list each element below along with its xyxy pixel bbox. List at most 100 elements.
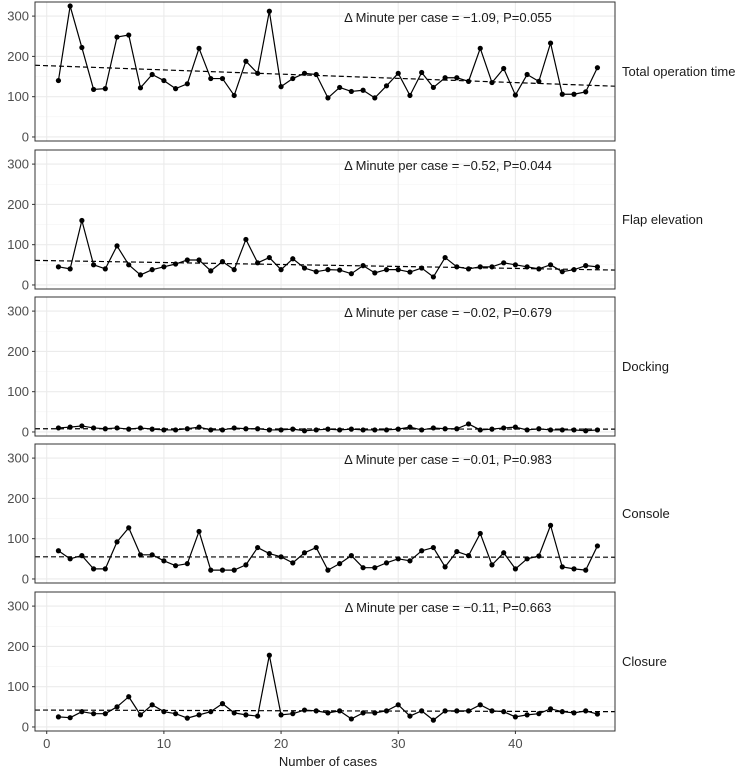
- data-point: [348, 553, 354, 559]
- data-point: [536, 711, 542, 717]
- data-point: [372, 710, 378, 716]
- data-point: [313, 427, 319, 433]
- trend-line: [34, 709, 616, 713]
- panel-annotation: Δ Minute per case = −1.09, P=0.055: [344, 10, 552, 25]
- data-point: [266, 427, 272, 433]
- data-point: [102, 566, 108, 572]
- panel-border: [34, 591, 616, 732]
- x-tick-label: 0: [43, 736, 50, 751]
- data-point: [430, 84, 436, 91]
- panel-strip-label: Console: [622, 506, 670, 521]
- panel-annotation: Δ Minute per case = −0.52, P=0.044: [344, 158, 552, 173]
- data-point: [313, 708, 319, 714]
- data-point: [196, 712, 202, 718]
- data-point: [407, 424, 413, 430]
- data-point: [137, 712, 144, 718]
- y-tick-label: 200: [7, 639, 29, 654]
- data-point: [419, 69, 425, 76]
- data-point: [419, 265, 425, 271]
- data-point: [442, 708, 448, 714]
- data-point: [278, 427, 284, 433]
- data-point: [536, 266, 542, 272]
- data-point: [583, 89, 589, 95]
- y-tick-label: 300: [7, 451, 29, 466]
- data-point: [348, 88, 354, 95]
- data-point: [67, 556, 73, 562]
- data-point: [430, 274, 436, 280]
- data-point: [348, 716, 354, 722]
- x-axis: 0 10 20 30 40: [43, 731, 523, 751]
- data-point: [196, 257, 202, 263]
- data-point: [161, 709, 167, 715]
- data-point: [114, 704, 120, 710]
- panel-border: [34, 443, 616, 584]
- data-point: [407, 269, 413, 275]
- data-point: [173, 427, 179, 433]
- data-point: [407, 92, 413, 99]
- panel-annotation: Δ Minute per case = −0.11, P=0.663: [345, 600, 552, 615]
- data-point: [465, 708, 472, 714]
- data-point: [90, 711, 97, 717]
- data-point: [477, 530, 483, 537]
- data-point: [536, 78, 542, 84]
- data-point: [489, 79, 495, 86]
- data-point: [524, 427, 530, 433]
- data-point: [383, 708, 390, 714]
- data-point: [419, 427, 425, 433]
- data-point: [67, 3, 73, 9]
- data-point: [278, 84, 284, 90]
- panel-strip-label: Total operation time: [622, 64, 735, 79]
- data-point: [594, 264, 601, 270]
- data-point: [571, 91, 577, 97]
- data-point: [594, 711, 601, 717]
- data-point: [524, 556, 530, 562]
- data-point: [126, 262, 132, 268]
- data-point: [559, 564, 565, 570]
- data-point: [337, 427, 343, 433]
- y-tick-label: 200: [7, 197, 29, 212]
- data-point: [243, 712, 249, 718]
- y-tick-label: 300: [7, 157, 29, 172]
- data-point: [255, 260, 261, 266]
- y-tick-label: 100: [7, 531, 29, 546]
- data-point: [594, 427, 601, 433]
- data-point: [489, 562, 495, 568]
- data-point: [442, 75, 448, 81]
- data-point: [372, 95, 378, 101]
- trend-line: [34, 64, 616, 87]
- data-point: [219, 427, 226, 433]
- data-point: [360, 87, 366, 93]
- data-point: [126, 426, 132, 432]
- chart-panel: 0 100 200 300 Δ Minute per case = −1.09, P=0…: [7, 1, 735, 144]
- data-point: [395, 426, 401, 432]
- data-point: [149, 71, 155, 78]
- data-point: [161, 77, 167, 84]
- panel-border: [34, 149, 616, 290]
- data-point: [395, 556, 401, 562]
- data-point: [442, 254, 448, 261]
- data-point: [219, 75, 226, 82]
- data-point: [547, 262, 554, 268]
- data-point: [102, 426, 108, 432]
- data-point: [442, 564, 448, 570]
- x-tick-label: 20: [274, 736, 288, 751]
- data-point: [219, 567, 226, 573]
- data-point: [114, 34, 120, 40]
- panel-border: [34, 1, 616, 142]
- data-point: [536, 553, 542, 559]
- data-point: [208, 75, 214, 82]
- data-point: [477, 427, 483, 433]
- data-point: [465, 421, 472, 427]
- data-point: [231, 425, 237, 431]
- data-point: [184, 81, 190, 87]
- data-point: [161, 558, 167, 564]
- data-point: [559, 269, 565, 275]
- data-point: [67, 266, 73, 272]
- data-point: [372, 427, 378, 433]
- data-point: [454, 426, 460, 432]
- data-point: [489, 264, 495, 270]
- data-point: [337, 561, 343, 567]
- data-point: [149, 426, 155, 432]
- data-point: [583, 567, 589, 573]
- data-point: [325, 426, 331, 432]
